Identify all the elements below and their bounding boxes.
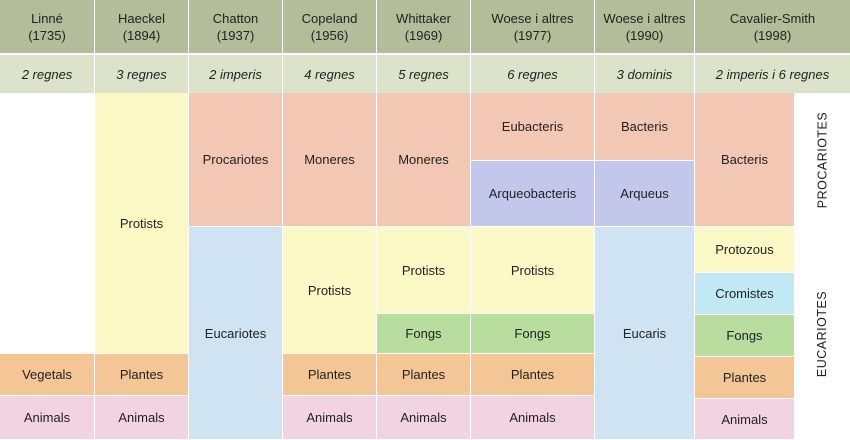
cell-moneres: Moneres bbox=[377, 93, 471, 227]
cell-animals: Animals bbox=[0, 396, 95, 440]
cell-protists: Protists bbox=[95, 93, 189, 354]
cell-animals: Animals bbox=[377, 396, 471, 440]
cell-protists: Protists bbox=[283, 227, 377, 354]
header-haeckel: Haeckel (1894) bbox=[95, 0, 189, 53]
side-label-eucariotes: EUCARIOTES bbox=[795, 227, 850, 440]
cell-plantes: Plantes bbox=[283, 354, 377, 396]
header-whittaker: Whittaker (1969) bbox=[377, 0, 471, 53]
subtitle-haeckel: 3 regnes bbox=[95, 55, 189, 93]
header-name: Woese i altres bbox=[603, 10, 686, 26]
cell-animals: Animals bbox=[95, 396, 189, 440]
header-name: Cavalier-Smith bbox=[729, 10, 816, 26]
cell-plantes: Plantes bbox=[695, 357, 795, 399]
header-name: Linné bbox=[31, 10, 63, 26]
subtitle-woese-1990: 3 dominis bbox=[595, 55, 695, 93]
subtitle-whittaker: 5 regnes bbox=[377, 55, 471, 93]
cell-plantes: Plantes bbox=[95, 354, 189, 396]
header-year: (1977) bbox=[513, 27, 552, 43]
subtitle-woese-1977: 6 regnes bbox=[471, 55, 595, 93]
header-name: Chatton bbox=[212, 10, 259, 26]
cell-protists: Protists bbox=[471, 227, 595, 314]
cell-arqueobacteris: Arqueobacteris bbox=[471, 161, 595, 227]
cell-cromistes: Cromistes bbox=[695, 273, 795, 315]
header-name: Copeland bbox=[301, 10, 358, 26]
side-label-text: PROCARIOTES bbox=[815, 111, 830, 209]
subtitle-cavalier-smith: 2 imperis i 6 regnes bbox=[695, 55, 850, 93]
header-year: (1990) bbox=[625, 27, 664, 43]
cell-fongs: Fongs bbox=[471, 314, 595, 354]
cell-protists: Protists bbox=[377, 227, 471, 314]
header-name: Whittaker bbox=[396, 10, 451, 26]
header-year: (1937) bbox=[216, 27, 255, 43]
cell-procariotes: Procariotes bbox=[189, 93, 283, 227]
cell-eucariotes: Eucariotes bbox=[189, 227, 283, 440]
cell-plantes: Plantes bbox=[377, 354, 471, 396]
subtitle-copeland: 4 regnes bbox=[283, 55, 377, 93]
cell-animals: Animals bbox=[283, 396, 377, 440]
cell-eubacteris: Eubacteris bbox=[471, 93, 595, 161]
cell-moneres: Moneres bbox=[283, 93, 377, 227]
cell-fongs: Fongs bbox=[695, 315, 795, 357]
cell-vegetals: Vegetals bbox=[0, 354, 95, 396]
header-chatton: Chatton (1937) bbox=[189, 0, 283, 53]
cell-bacteris: Bacteris bbox=[595, 93, 695, 161]
side-label-text: EUCARIOTES bbox=[815, 290, 830, 377]
header-year: (1956) bbox=[310, 27, 349, 43]
header-linne: Linné (1735) bbox=[0, 0, 95, 53]
header-cavalier-smith: Cavalier-Smith (1998) bbox=[695, 0, 850, 53]
header-year: (1735) bbox=[28, 27, 66, 43]
header-name: Woese i altres bbox=[491, 10, 574, 26]
header-year: (1894) bbox=[122, 27, 161, 43]
cell-eucaris: Eucaris bbox=[595, 227, 695, 440]
header-woese-1990: Woese i altres (1990) bbox=[595, 0, 695, 53]
subtitle-chatton: 2 imperis bbox=[189, 55, 283, 93]
header-year: (1998) bbox=[753, 27, 792, 43]
cell-plantes: Plantes bbox=[471, 354, 595, 396]
cell-protozous: Protozous bbox=[695, 227, 795, 273]
header-woese-1977: Woese i altres (1977) bbox=[471, 0, 595, 53]
subtitle-linne: 2 regnes bbox=[0, 55, 95, 93]
header-copeland: Copeland (1956) bbox=[283, 0, 377, 53]
header-name: Haeckel bbox=[118, 10, 165, 26]
header-year: (1969) bbox=[404, 27, 443, 43]
cell-animals: Animals bbox=[695, 399, 795, 440]
cell-fongs: Fongs bbox=[377, 314, 471, 354]
cell-arqueus: Arqueus bbox=[595, 161, 695, 227]
cell-animals: Animals bbox=[471, 396, 595, 440]
cell-bacteris: Bacteris bbox=[695, 93, 795, 227]
side-label-procariotes: PROCARIOTES bbox=[795, 93, 850, 227]
